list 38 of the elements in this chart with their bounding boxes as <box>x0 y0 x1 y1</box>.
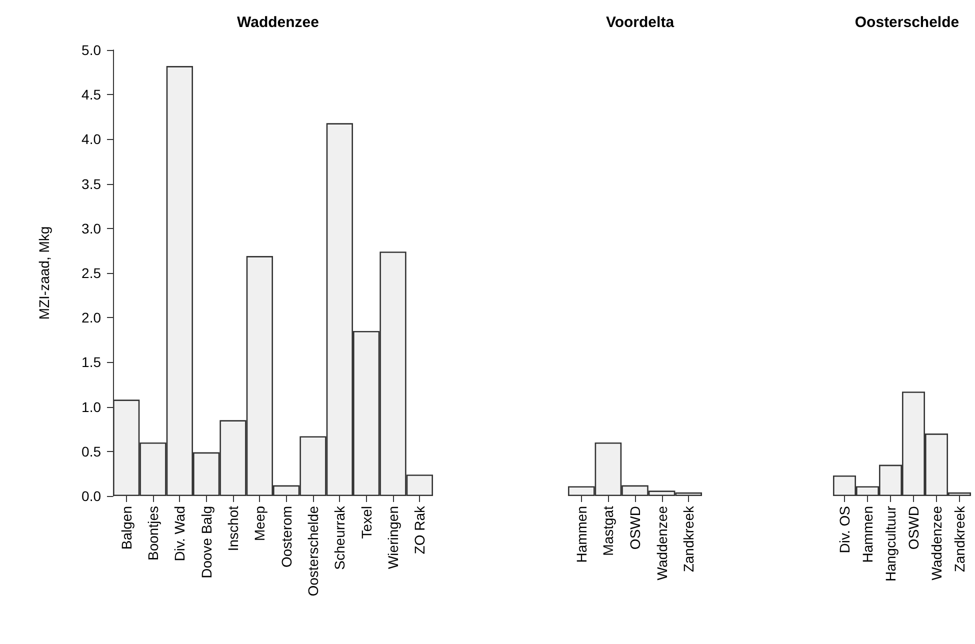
y-tick-label: 2.5 <box>82 265 102 281</box>
x-tick-label: Wieringen <box>385 506 401 570</box>
x-tick-label: Hammen <box>573 506 590 563</box>
x-tick-label: Texel <box>358 506 374 539</box>
x-tick-label: Doove Balg <box>198 506 214 578</box>
x-tick-label: Oosterom <box>278 506 294 568</box>
chart-title: Waddenzee <box>237 14 319 31</box>
y-tick-label: 4.5 <box>82 86 102 103</box>
x-tick-label: Inschot <box>225 506 241 552</box>
x-tick-label: Zandkreek <box>680 505 697 572</box>
x-tick-label: Div. Wad <box>172 506 188 562</box>
chart-title: Oosterschelde <box>854 14 960 31</box>
x-tick-label: ZO Rak <box>412 505 428 554</box>
chart-title: Voordelta <box>606 14 675 31</box>
x-tick-label: Boontjes <box>145 506 161 560</box>
x-tick-label: Oosterschelde <box>305 506 321 596</box>
y-tick-label: 0.0 <box>82 488 102 504</box>
x-tick-label: OSWD <box>627 506 643 550</box>
x-tick-label: Hammen <box>860 506 876 563</box>
x-tick-label: Hangcultuur <box>882 506 898 582</box>
y-tick-label: 3.5 <box>82 176 102 192</box>
x-tick-label: OSWD <box>906 506 922 550</box>
y-tick-label: 5.0 <box>82 42 102 58</box>
x-tick-label: Meep <box>252 506 268 542</box>
y-tick-label: 0.5 <box>82 443 102 460</box>
x-tick-label: Mastgat <box>600 506 616 556</box>
y-tick-label: 1.0 <box>82 398 102 415</box>
x-tick-label: Waddenzee <box>654 506 670 580</box>
y-axis-title: MZI-zaad, Mkg <box>36 226 52 320</box>
y-tick-label: 2.0 <box>82 310 102 326</box>
x-tick-label: Balgen <box>118 506 134 550</box>
y-tick-label: 4.0 <box>82 131 102 148</box>
x-tick-label: Zandkreek <box>952 505 968 572</box>
y-tick-label: 1.5 <box>82 354 102 370</box>
x-tick-label: Div. OS <box>836 506 852 554</box>
x-tick-label: Scheurrak <box>332 505 348 570</box>
x-tick-label: Waddenzee <box>928 506 944 580</box>
y-tick-label: 3.0 <box>82 220 102 236</box>
